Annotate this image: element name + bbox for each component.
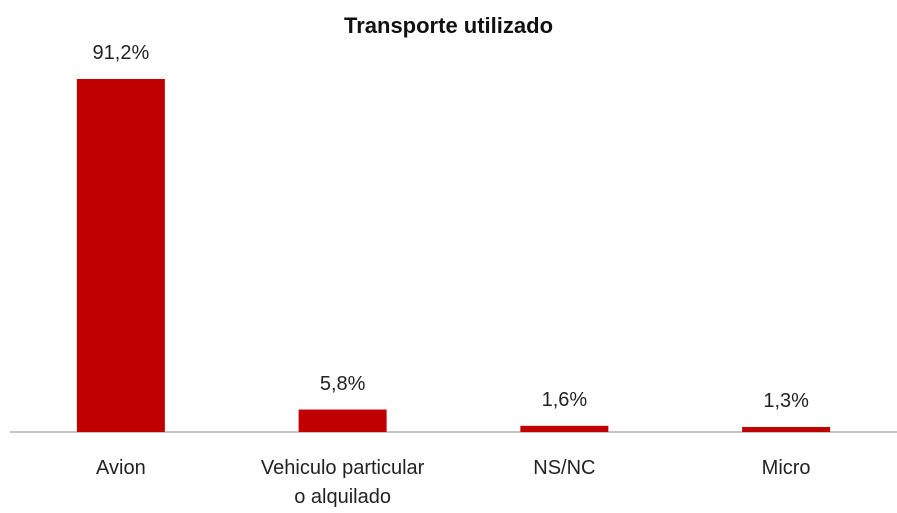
x-tick-label: NS/NC	[533, 457, 596, 479]
chart-title: Transporte utilizado	[343, 13, 554, 38]
x-tick-label: Vehiculo particular o alquilado	[260, 457, 425, 508]
bar	[298, 409, 387, 432]
value-label: 91,2%	[92, 42, 150, 64]
bar	[742, 426, 831, 432]
x-tick-label: Avion	[96, 457, 146, 479]
value-label: 1,6%	[541, 388, 588, 411]
bar	[76, 79, 165, 432]
value-label: 5,8%	[319, 372, 366, 395]
value-label: 1,3%	[763, 389, 809, 412]
x-tick-label: Micro	[761, 457, 811, 479]
bar	[520, 425, 609, 432]
